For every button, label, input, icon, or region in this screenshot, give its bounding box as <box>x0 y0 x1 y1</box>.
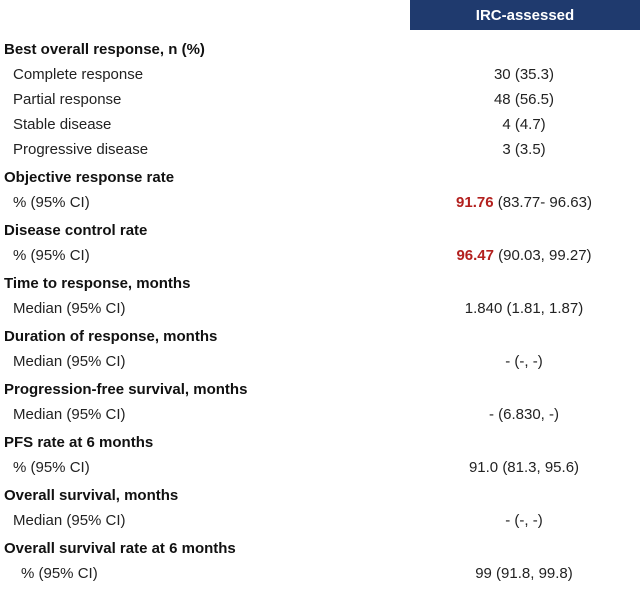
section-duration-of-response: Duration of response, months <box>0 323 640 349</box>
row-label: % (95% CI) <box>21 565 98 582</box>
section-title: Time to response, months <box>4 274 191 292</box>
row-label: Median (95% CI) <box>13 512 126 529</box>
row-label: Complete response <box>13 66 144 83</box>
table-row: Median (95% CI) - (6.830, -) <box>0 402 640 427</box>
table-row: % (95% CI) 99 (91.8, 99.8) <box>0 561 640 586</box>
column-header-irc: IRC-assessed <box>408 0 640 30</box>
section-pfs-rate-6-months: PFS rate at 6 months <box>0 429 640 455</box>
row-value: - (-, -) <box>505 353 543 370</box>
section-title: PFS rate at 6 months <box>4 433 154 451</box>
row-value: 1.840 (1.81, 1.87) <box>464 300 584 317</box>
table-row: % (95% CI) 91.76 (83.77- 96.63) <box>0 190 640 215</box>
section-disease-control-rate: Disease control rate <box>0 217 640 243</box>
section-title: Duration of response, months <box>4 327 218 345</box>
row-label: Median (95% CI) <box>13 300 126 317</box>
row-label: Stable disease <box>13 116 112 133</box>
row-value: 96.47 (90.03, 99.27) <box>408 247 640 264</box>
row-label: Median (95% CI) <box>13 353 126 370</box>
section-title: Best overall response, n (%) <box>4 40 205 58</box>
table-row: Median (95% CI) - (-, -) <box>0 508 640 533</box>
table-row: Median (95% CI) - (-, -) <box>0 349 640 374</box>
section-title: Disease control rate <box>4 221 148 239</box>
section-best-overall-response: Best overall response, n (%) <box>0 36 640 62</box>
section-overall-survival-rate-6-months: Overall survival rate at 6 months <box>0 535 640 561</box>
row-value: - (-, -) <box>505 512 543 529</box>
row-value: 48 (56.5) <box>493 91 555 108</box>
row-value: 30 (35.3) <box>493 66 555 83</box>
highlight-value: 91.76 <box>456 194 494 211</box>
row-value: 91.0 (81.3, 95.6) <box>468 459 580 476</box>
row-value: - (6.830, -) <box>488 406 560 423</box>
table-row: % (95% CI) 96.47 (90.03, 99.27) <box>0 243 640 268</box>
row-label: % (95% CI) <box>13 247 90 264</box>
row-value: 4 (4.7) <box>502 116 546 133</box>
section-time-to-response: Time to response, months <box>0 270 640 296</box>
row-value: 91.76 (83.77- 96.63) <box>408 194 640 211</box>
section-title: Objective response rate <box>4 168 175 186</box>
row-label: Progressive disease <box>13 141 149 158</box>
section-objective-response-rate: Objective response rate <box>0 164 640 190</box>
row-label: Median (95% CI) <box>13 406 126 423</box>
table-row: Progressive disease 3 (3.5) <box>0 137 640 162</box>
row-label: Partial response <box>13 91 122 108</box>
section-title: Overall survival, months <box>4 486 179 504</box>
ci-value: (90.03, 99.27) <box>493 247 592 264</box>
section-title: Overall survival rate at 6 months <box>4 539 236 557</box>
section-title: Progression-free survival, months <box>4 380 248 398</box>
table-row: Stable disease 4 (4.7) <box>0 112 640 137</box>
header-blank-cell <box>0 0 408 30</box>
table-header: IRC-assessed <box>0 0 640 30</box>
table-row: Complete response 30 (35.3) <box>0 62 640 87</box>
section-overall-survival: Overall survival, months <box>0 482 640 508</box>
row-label: % (95% CI) <box>13 459 90 476</box>
section-progression-free-survival: Progression-free survival, months <box>0 376 640 402</box>
row-value: 99 (91.8, 99.8) <box>475 565 573 582</box>
table-row: % (95% CI) 91.0 (81.3, 95.6) <box>0 455 640 480</box>
table-row: Median (95% CI) 1.840 (1.81, 1.87) <box>0 296 640 321</box>
highlight-value: 96.47 <box>456 247 494 264</box>
row-label: % (95% CI) <box>13 194 90 211</box>
row-value: 3 (3.5) <box>502 141 546 158</box>
table-row: Partial response 48 (56.5) <box>0 87 640 112</box>
ci-value: (83.77- 96.63) <box>493 194 592 211</box>
